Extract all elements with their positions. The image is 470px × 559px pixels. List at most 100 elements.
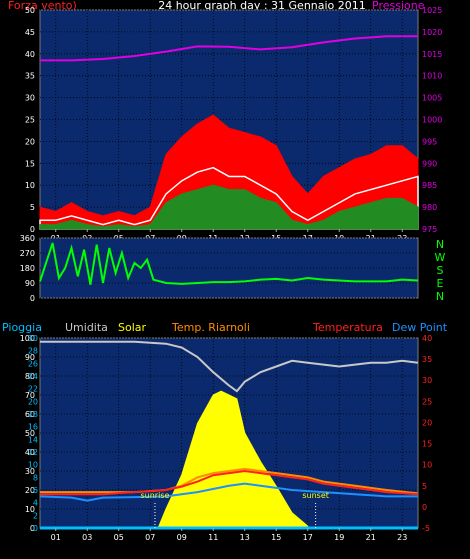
y-tick-label: 50: [25, 6, 35, 15]
y2-tick-label: 0: [33, 524, 38, 533]
sunset-label: sunset: [302, 491, 329, 500]
y-tick-label: 90: [25, 353, 35, 362]
y2-tick-label: 2: [33, 511, 38, 520]
y-tick-label: 90: [25, 279, 35, 288]
y2-tick-label: 18: [28, 410, 38, 419]
series-3-area: [39, 184, 419, 230]
y-right-tick-label: 1025: [422, 6, 442, 15]
y-right-tick-label: 15: [422, 440, 432, 449]
y-tick-label: 40: [25, 50, 35, 59]
compass-N: N: [436, 290, 444, 303]
y-tick-label: 0: [30, 294, 35, 303]
y-right-tick-label: 1015: [422, 50, 442, 59]
x-tick-label: 21: [366, 533, 376, 542]
x-tick-label: 17: [303, 533, 313, 542]
umidita-line: [40, 340, 419, 393]
y-tick-label: 25: [25, 116, 35, 125]
y-right-tick-label: 985: [422, 181, 437, 190]
x-tick-label: 07: [145, 533, 155, 542]
y-right-tick-label: 1005: [422, 94, 442, 103]
x-tick-label: 09: [177, 533, 187, 542]
y2-tick-label: 20: [28, 397, 38, 406]
compass-E: E: [437, 277, 444, 290]
y-tick-label: 40: [25, 448, 35, 457]
y2-tick-label: 16: [28, 423, 38, 432]
temp-humidity-ticks: 0102030405060708090100024681012141618202…: [20, 334, 432, 542]
legend-temp-riarnoli: Temp. Riarnoli: [171, 321, 250, 334]
y-tick-label: 10: [25, 505, 35, 514]
y-tick-label: 60: [25, 410, 35, 419]
y-right-tick-label: 1000: [422, 116, 442, 125]
compass-S: S: [437, 264, 444, 277]
y-right-tick-label: 995: [422, 137, 437, 146]
y-right-tick-label: 1020: [422, 28, 442, 37]
y-tick-label: 20: [25, 137, 35, 146]
y-right-tick-label: 5: [422, 482, 427, 491]
y-right-tick-label: -5: [422, 524, 430, 533]
y2-tick-label: 14: [28, 435, 38, 444]
y2-tick-label: 30: [28, 334, 38, 343]
y-tick-label: 180: [20, 264, 35, 273]
y-right-tick-label: 0: [422, 503, 427, 512]
solar-area: [157, 390, 309, 529]
x-tick-label: 15: [271, 533, 281, 542]
compass-N: N: [436, 238, 444, 251]
y-right-tick-label: 40: [422, 334, 432, 343]
y-tick-label: 15: [25, 159, 35, 168]
dew-point-line: [39, 482, 418, 502]
x-tick-label: 19: [334, 533, 344, 542]
y-tick-label: 45: [25, 28, 35, 37]
y-tick-label: 20: [25, 486, 35, 495]
temp-humidity-series: sunrise sunset: [39, 340, 419, 530]
wind-direction-series: [39, 242, 419, 285]
y-right-tick-label: 980: [422, 203, 437, 212]
x-tick-label: 11: [208, 533, 218, 542]
pressure-title: Pressione: [372, 0, 425, 12]
y-right-tick-label: 990: [422, 159, 437, 168]
y-tick-label: 10: [25, 181, 35, 190]
x-tick-label: 03: [82, 533, 92, 542]
y-tick-label: 100: [20, 334, 35, 343]
y-right-tick-label: 1010: [422, 72, 442, 81]
y-right-tick-label: 20: [422, 418, 432, 427]
y-tick-label: 0: [30, 524, 35, 533]
y-right-tick-label: 30: [422, 376, 432, 385]
y-tick-label: 0: [30, 225, 35, 234]
y2-tick-label: 4: [33, 499, 38, 508]
forza-vento-area: [39, 114, 419, 230]
y-right-tick-label: 10: [422, 461, 432, 470]
legend-umidita: Umidita: [65, 321, 108, 334]
series-0-line: [39, 242, 419, 285]
wind-speed-title: Forza vento): [8, 0, 77, 12]
y-tick-label: 5: [30, 203, 35, 212]
x-tick-label: 05: [114, 533, 124, 542]
y2-tick-label: 24: [28, 372, 38, 381]
y-tick-label: 80: [25, 372, 35, 381]
y-tick-label: 35: [25, 72, 35, 81]
pressione-line: [40, 35, 418, 62]
legend-solar: Solar: [118, 321, 147, 334]
legend-pioggia: Pioggia: [2, 321, 42, 334]
graph-date-title: 24 hour graph day : 31 Gennaio 2011: [158, 0, 366, 12]
y2-tick-label: 6: [33, 486, 38, 495]
x-tick-label: 01: [51, 533, 61, 542]
temperature-legend: Pioggia Umidita Solar Temp. Riarnoli Tempera…: [2, 321, 448, 334]
legend-temperatura: Temperatura: [312, 321, 383, 334]
legend-dew-point: Dew Point: [392, 321, 448, 334]
y2-tick-label: 26: [28, 359, 38, 368]
y2-tick-label: 22: [28, 385, 38, 394]
sunrise-label: sunrise: [141, 491, 170, 500]
y2-tick-label: 12: [28, 448, 38, 457]
y-tick-label: 30: [25, 94, 35, 103]
y2-tick-label: 10: [28, 461, 38, 470]
y-tick-label: 360: [20, 234, 35, 243]
compass-W: W: [435, 251, 446, 264]
temperatura-line: [40, 469, 419, 496]
series-2-area: [39, 166, 419, 230]
y-right-tick-label: 25: [422, 397, 432, 406]
wind-pressure-series: [39, 35, 419, 230]
y-tick-label: 70: [25, 391, 35, 400]
y-right-tick-label: 35: [422, 355, 432, 364]
